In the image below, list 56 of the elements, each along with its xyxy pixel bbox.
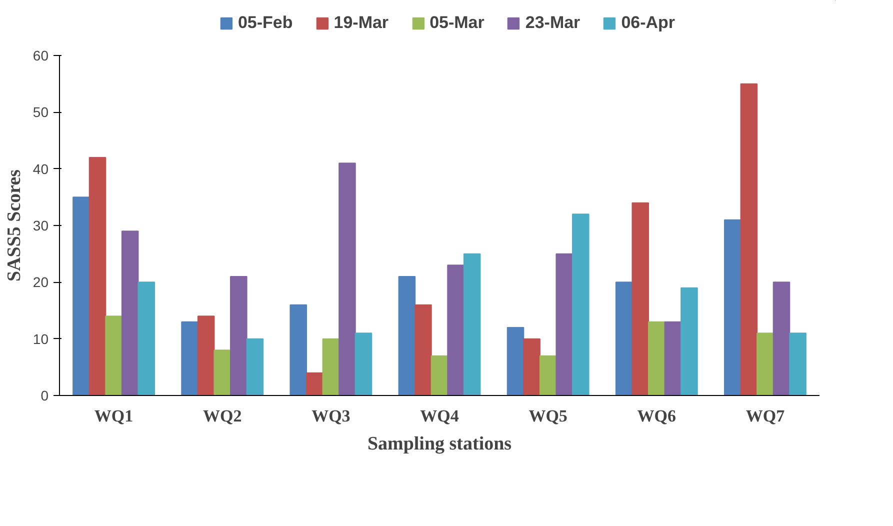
bar [290,304,307,396]
bar [648,321,666,396]
legend-label: 06-Apr [621,12,676,32]
bar [246,338,264,396]
x-tick-label: WQ6 [637,406,676,426]
bar [615,282,633,396]
bar [181,321,198,396]
bar [306,372,324,396]
bar [322,338,340,396]
bar [740,83,758,396]
x-tick-label: WQ2 [202,406,242,426]
bar [632,202,649,396]
bar [506,327,524,396]
bar [105,316,122,396]
bar [664,321,682,396]
bar [414,304,432,396]
bar [430,355,448,396]
bar [338,162,356,396]
y-tick-label: 50 [32,104,49,120]
y-tick-label: 60 [32,48,49,64]
bar [724,219,742,396]
bar [138,282,155,396]
x-tick-label: WQ4 [420,406,460,426]
bar [354,332,372,396]
x-tick-label: WQ7 [746,406,786,426]
x-tick-label: WQ5 [528,406,568,426]
legend-label: 05-Mar [430,12,484,32]
x-axis-title: Sampling stations [367,434,512,454]
bar [463,253,481,396]
bar [72,196,90,396]
bar [772,282,790,396]
bar [572,214,590,396]
bar [523,338,540,396]
bar [447,264,464,396]
y-tick-label: 20 [32,274,49,290]
bar [680,287,698,396]
bar [756,332,774,396]
bar [789,332,806,396]
bar [88,157,106,396]
legend-label: 05-Feb [238,12,293,32]
y-tick-label: 10 [32,330,49,347]
bar [556,253,573,396]
x-tick-label: WQ3 [312,406,350,426]
bar [539,355,557,396]
y-axis-title: SASS5 Scores [4,169,25,282]
bar [197,316,215,396]
y-tick-label: 40 [32,160,49,177]
y-tick-label: 30 [32,218,49,234]
y-tick-label: 0 [40,388,49,404]
bar [121,230,139,396]
legend-label: 23-Mar [525,12,580,32]
bar [398,276,416,396]
x-tick-label: WQ1 [94,406,134,426]
bar [214,350,231,396]
bar [230,276,248,396]
legend-label: 19-Mar [334,12,389,32]
